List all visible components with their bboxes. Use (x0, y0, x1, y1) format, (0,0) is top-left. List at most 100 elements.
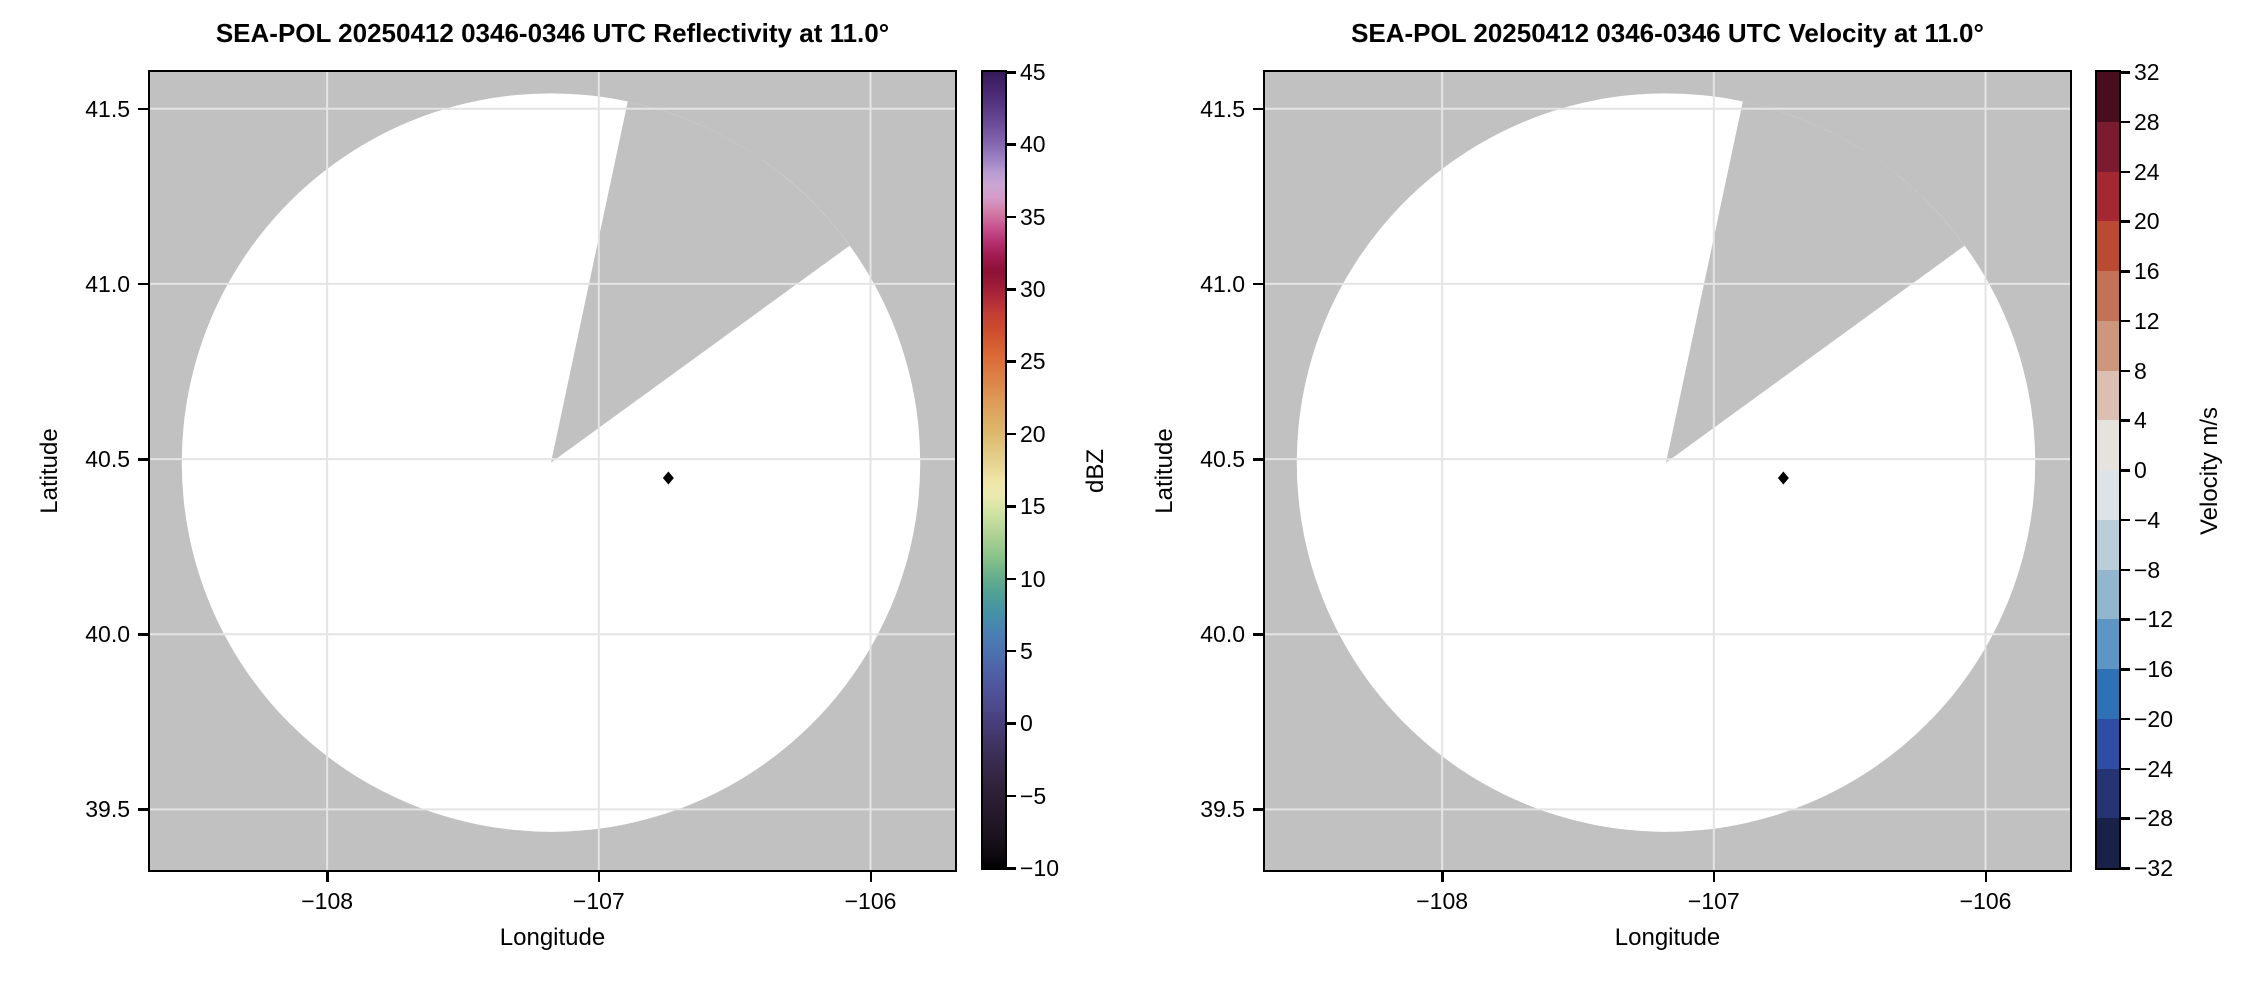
colorbar-tick-label: 25 (1020, 348, 1046, 375)
missing-data-sector-wedge (1666, 101, 1965, 463)
x-tick-label: −106 (844, 888, 897, 914)
y-tick-label: 41.0 (85, 270, 130, 297)
colorbar-tick-label: 32 (2134, 59, 2160, 85)
y-tick-mark (1253, 282, 1263, 286)
y-tick-label: 40.0 (85, 621, 130, 648)
x-tick-label: −107 (572, 888, 625, 914)
colorbar-tick-mark (2121, 817, 2130, 820)
velocity-colorbar-label: Velocity m/s (2196, 406, 2223, 536)
colorbar-tick-mark (2121, 71, 2130, 74)
colorbar-bin (2097, 72, 2119, 122)
colorbar-tick-label: −20 (2134, 705, 2174, 732)
y-tick-mark (138, 458, 148, 461)
reflectivity-panel-title: SEA-POL 20250412 0346-0346 UTC Reflectiv… (215, 18, 890, 48)
colorbar-tick-mark (1007, 794, 1016, 798)
colorbar-bin (2097, 818, 2119, 868)
velocity-ppi-svg (1265, 72, 2070, 870)
colorbar-tick-mark (1007, 360, 1016, 363)
velocity-xaxis-label: Longitude (1614, 924, 1721, 951)
colorbar-bin (2097, 420, 2119, 470)
colorbar-tick-mark (2121, 518, 2130, 522)
x-tick-mark (1712, 872, 1716, 882)
colorbar-tick-mark (1007, 143, 1016, 146)
y-tick-label: 40.0 (1200, 621, 1245, 648)
colorbar-tick-label: 12 (2134, 307, 2160, 334)
colorbar-tick-mark (2121, 867, 2130, 870)
colorbar-tick-label: 35 (1020, 203, 1046, 230)
colorbar-tick-label: −10 (1020, 855, 1060, 881)
colorbar-tick-label: 40 (1020, 131, 1046, 158)
y-tick-label: 41.0 (1200, 270, 1245, 297)
colorbar-tick-mark (1007, 71, 1016, 74)
reflectivity-colorbar-label: dBZ (1082, 448, 1109, 494)
colorbar-bin (2097, 171, 2119, 222)
colorbar-tick-mark (1007, 577, 1016, 581)
reflectivity-colorbar (981, 70, 1007, 870)
colorbar-tick-mark (2121, 668, 2130, 671)
colorbar-tick-mark (1007, 649, 1016, 653)
y-tick-mark (1253, 808, 1263, 811)
velocity-plot-area (1263, 70, 2072, 872)
colorbar-tick-label: 45 (1020, 59, 1046, 85)
reflectivity-plot-area (148, 70, 957, 872)
y-tick-mark (1253, 633, 1263, 636)
x-tick-label: −108 (301, 888, 354, 914)
colorbar-tick-label: 28 (2134, 108, 2160, 135)
colorbar-tick-label: 24 (2134, 158, 2160, 185)
colorbar-tick-label: −5 (1020, 782, 1047, 809)
colorbar-tick-label: 5 (1020, 637, 1033, 664)
colorbar-bin (2097, 121, 2119, 172)
y-tick-label: 40.5 (1200, 446, 1245, 473)
colorbar-tick-mark (2121, 170, 2130, 173)
colorbar-tick-label: 10 (1020, 565, 1046, 592)
reflectivity-xaxis-label: Longitude (499, 924, 606, 951)
colorbar-tick-label: 20 (1020, 420, 1046, 447)
colorbar-tick-label: −8 (2134, 556, 2161, 583)
colorbar-tick-label: 16 (2134, 258, 2160, 284)
x-tick-mark (869, 872, 872, 882)
y-tick-label: 39.5 (1200, 796, 1245, 823)
colorbar-tick-mark (1007, 505, 1016, 508)
colorbar-tick-mark (2121, 419, 2130, 422)
colorbar-bin (2097, 470, 2119, 520)
colorbar-bin (2097, 718, 2119, 769)
velocity-panel-title: SEA-POL 20250412 0346-0346 UTC Velocity … (1351, 18, 1984, 48)
x-tick-mark (597, 872, 601, 882)
radar-location-marker (1777, 471, 1789, 485)
y-tick-label: 41.5 (85, 95, 130, 122)
y-tick-mark (138, 282, 148, 286)
radar-location-marker (662, 471, 674, 485)
x-tick-label: −107 (1687, 888, 1740, 914)
colorbar-bin (2097, 669, 2119, 719)
colorbar-tick-label: −16 (2134, 656, 2174, 682)
y-tick-mark (1253, 458, 1263, 461)
colorbar-bin (2097, 569, 2119, 620)
x-tick-mark (1441, 872, 1444, 882)
colorbar-tick-mark (2121, 270, 2130, 273)
colorbar-tick-mark (2121, 568, 2130, 571)
x-tick-mark (1984, 872, 1987, 882)
colorbar-tick-mark (2121, 717, 2130, 721)
colorbar-bin (2097, 519, 2119, 570)
colorbar-tick-label: 15 (1020, 493, 1046, 520)
y-tick-mark (138, 107, 148, 111)
colorbar-tick-mark (2121, 767, 2130, 770)
colorbar-tick-mark (2121, 220, 2130, 223)
x-tick-label: −108 (1416, 888, 1469, 914)
colorbar-tick-label: 20 (2134, 208, 2160, 235)
y-tick-label: 39.5 (85, 796, 130, 823)
colorbar-tick-mark (2121, 369, 2130, 372)
colorbar-tick-label: 0 (1020, 710, 1033, 737)
colorbar-tick-label: 4 (2134, 407, 2147, 434)
colorbar-tick-mark (1007, 432, 1016, 436)
colorbar-tick-label: 8 (2134, 357, 2147, 384)
colorbar-tick-mark (2121, 120, 2130, 124)
colorbar-bin (2097, 320, 2119, 371)
colorbar-tick-mark (1007, 288, 1016, 291)
velocity-colorbar (2095, 70, 2121, 870)
colorbar-bin (2097, 221, 2119, 271)
colorbar-tick-label: −4 (2134, 506, 2161, 533)
y-tick-mark (1253, 107, 1263, 111)
y-tick-mark (138, 633, 148, 636)
